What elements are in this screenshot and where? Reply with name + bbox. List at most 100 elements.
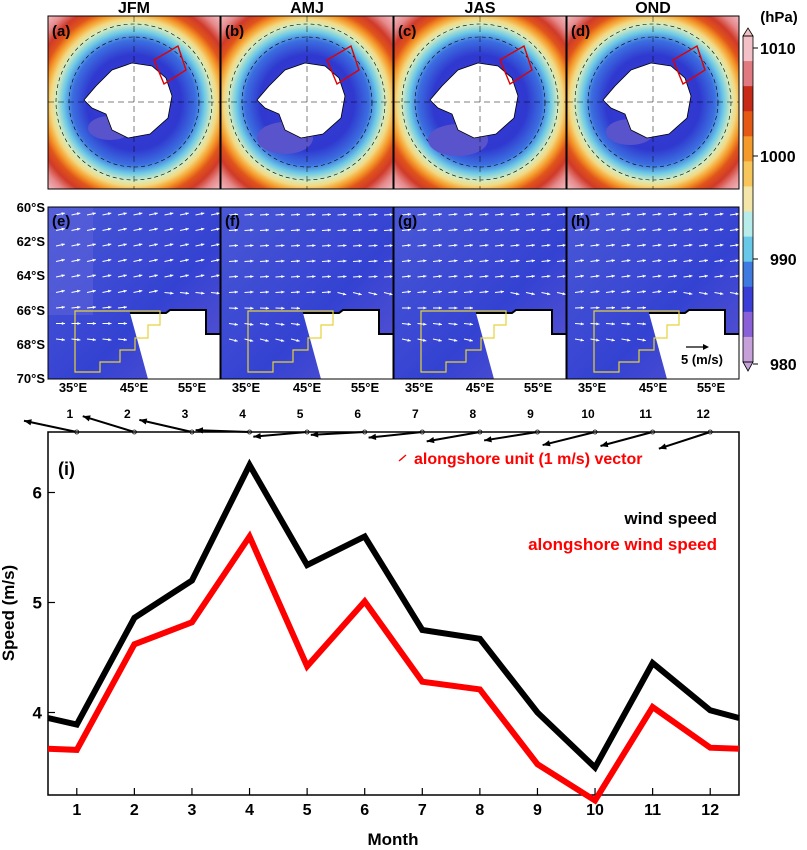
wind-vector-head <box>485 243 489 247</box>
wind-vector-head <box>423 290 427 294</box>
wind-vector-head <box>423 212 427 216</box>
wind-vector-head <box>327 228 331 232</box>
land-mask-g <box>476 310 566 379</box>
wind-vector-head <box>580 274 584 278</box>
wind-vector-head <box>76 227 81 231</box>
wind-vector-head <box>407 259 411 263</box>
alongshore-vector-head <box>82 415 91 422</box>
wind-vector-head <box>169 243 174 247</box>
lat-tick-68s: 68°S <box>17 337 46 352</box>
wind-vector-head <box>516 212 520 216</box>
colorbar-unit: (hPa) <box>760 9 798 26</box>
x-tick-label: 10 <box>586 802 604 819</box>
wind-vector-head <box>108 338 112 342</box>
wind-vector-head <box>61 274 65 278</box>
wind-vector-head <box>658 212 662 216</box>
season-title-ond: OND <box>635 0 671 17</box>
wind-vector-head <box>234 338 238 342</box>
colorbar-cell <box>743 211 753 238</box>
wind-vectors-f <box>228 213 394 342</box>
wind-vector-head <box>123 274 127 278</box>
wind-vector-head <box>673 243 677 247</box>
wind-vector-head <box>704 228 708 232</box>
wind-vector-head <box>580 338 584 342</box>
alongshore-vector-head <box>139 418 148 425</box>
wind-vector-head <box>92 243 96 247</box>
colorbar-cell <box>743 86 753 112</box>
alongshore-vector <box>426 431 481 443</box>
wind-vector-head <box>374 213 378 217</box>
wind-vector-head <box>296 228 300 232</box>
wind-vector-head <box>611 290 615 294</box>
wind-vector-head <box>92 289 96 293</box>
wind-vector-head <box>438 228 442 232</box>
vector-month-label: 8 <box>470 407 477 421</box>
wind-vector-head <box>689 259 693 263</box>
wind-vector-head <box>704 212 708 216</box>
antarctica-a <box>83 62 173 139</box>
wind-vector-head <box>547 274 551 278</box>
wind-vectors-g <box>401 212 567 342</box>
panel-frame-c <box>393 15 567 190</box>
wind-vector-head <box>720 274 724 278</box>
wind-vector-head <box>485 290 489 294</box>
wind-vector-head <box>611 228 615 232</box>
wind-vector-head <box>642 306 646 310</box>
wind-vector-head <box>61 243 65 247</box>
wind-vector-head <box>265 322 269 326</box>
alongshore-vector <box>600 431 653 447</box>
wind-frame-h <box>566 206 740 380</box>
panel-label-c: (c) <box>398 23 416 40</box>
wind-vector-head <box>296 338 300 342</box>
season-title-jfm: JFM <box>118 0 150 17</box>
x-tick-label: 9 <box>533 802 542 819</box>
colorbar-cell <box>743 111 753 137</box>
wind-vector-head <box>138 212 143 216</box>
wind-vector-head <box>658 259 662 263</box>
wind-vector-head <box>485 228 489 232</box>
legend-alongshore-wind-speed: alongshore wind speed <box>528 535 717 554</box>
wind-vector-head <box>76 258 81 262</box>
vector-month-label: 3 <box>182 407 189 421</box>
wind-vector-head <box>281 322 285 326</box>
alongshore-vector <box>483 431 538 442</box>
wind-vector-head <box>343 259 347 263</box>
wind-frame-g <box>393 206 567 380</box>
panel-label-g: (g) <box>398 213 417 230</box>
wind-vector-head <box>689 274 693 278</box>
lon-tick-f-45: 45°E <box>293 380 322 395</box>
wind-vector-head <box>123 321 127 326</box>
wind-vector-head <box>658 228 662 232</box>
wind-vector-head <box>611 322 615 326</box>
wind-vector-head <box>108 305 112 309</box>
colorbar-cell <box>743 336 753 363</box>
wind-vector-head <box>642 228 646 232</box>
wind-vector-head <box>281 290 285 294</box>
wind-vector-head <box>547 228 551 232</box>
wind-vector-head <box>485 212 489 216</box>
wind-vector-head <box>500 243 504 247</box>
season-title-jas: JAS <box>464 0 495 17</box>
wind-vector-head <box>281 259 285 263</box>
study-region-box-a <box>153 44 187 86</box>
wind-vector-head <box>611 306 615 310</box>
wind-vector-head <box>169 212 174 216</box>
wind-vector-head <box>735 228 739 232</box>
wind-vector-head <box>123 258 127 262</box>
panel-label-b: (b) <box>225 23 244 40</box>
wind-vector-head <box>265 306 269 310</box>
wind-vector-head <box>642 322 646 326</box>
panel-label-f: (f) <box>225 213 240 230</box>
wind-vector-head <box>123 212 127 216</box>
wind-vector-head <box>407 322 411 326</box>
seasonal-slp-maps: JFM (a) AMJ <box>47 0 740 190</box>
wind-vector-head <box>689 243 693 247</box>
wind-vector-head <box>138 227 143 231</box>
wind-vector-head <box>138 243 143 247</box>
wind-vector-head <box>531 228 535 232</box>
wind-vector-head <box>374 244 378 248</box>
wind-vector-head <box>61 212 65 216</box>
alongshore-vector-head <box>23 419 32 426</box>
wind-vector-head <box>216 291 220 295</box>
